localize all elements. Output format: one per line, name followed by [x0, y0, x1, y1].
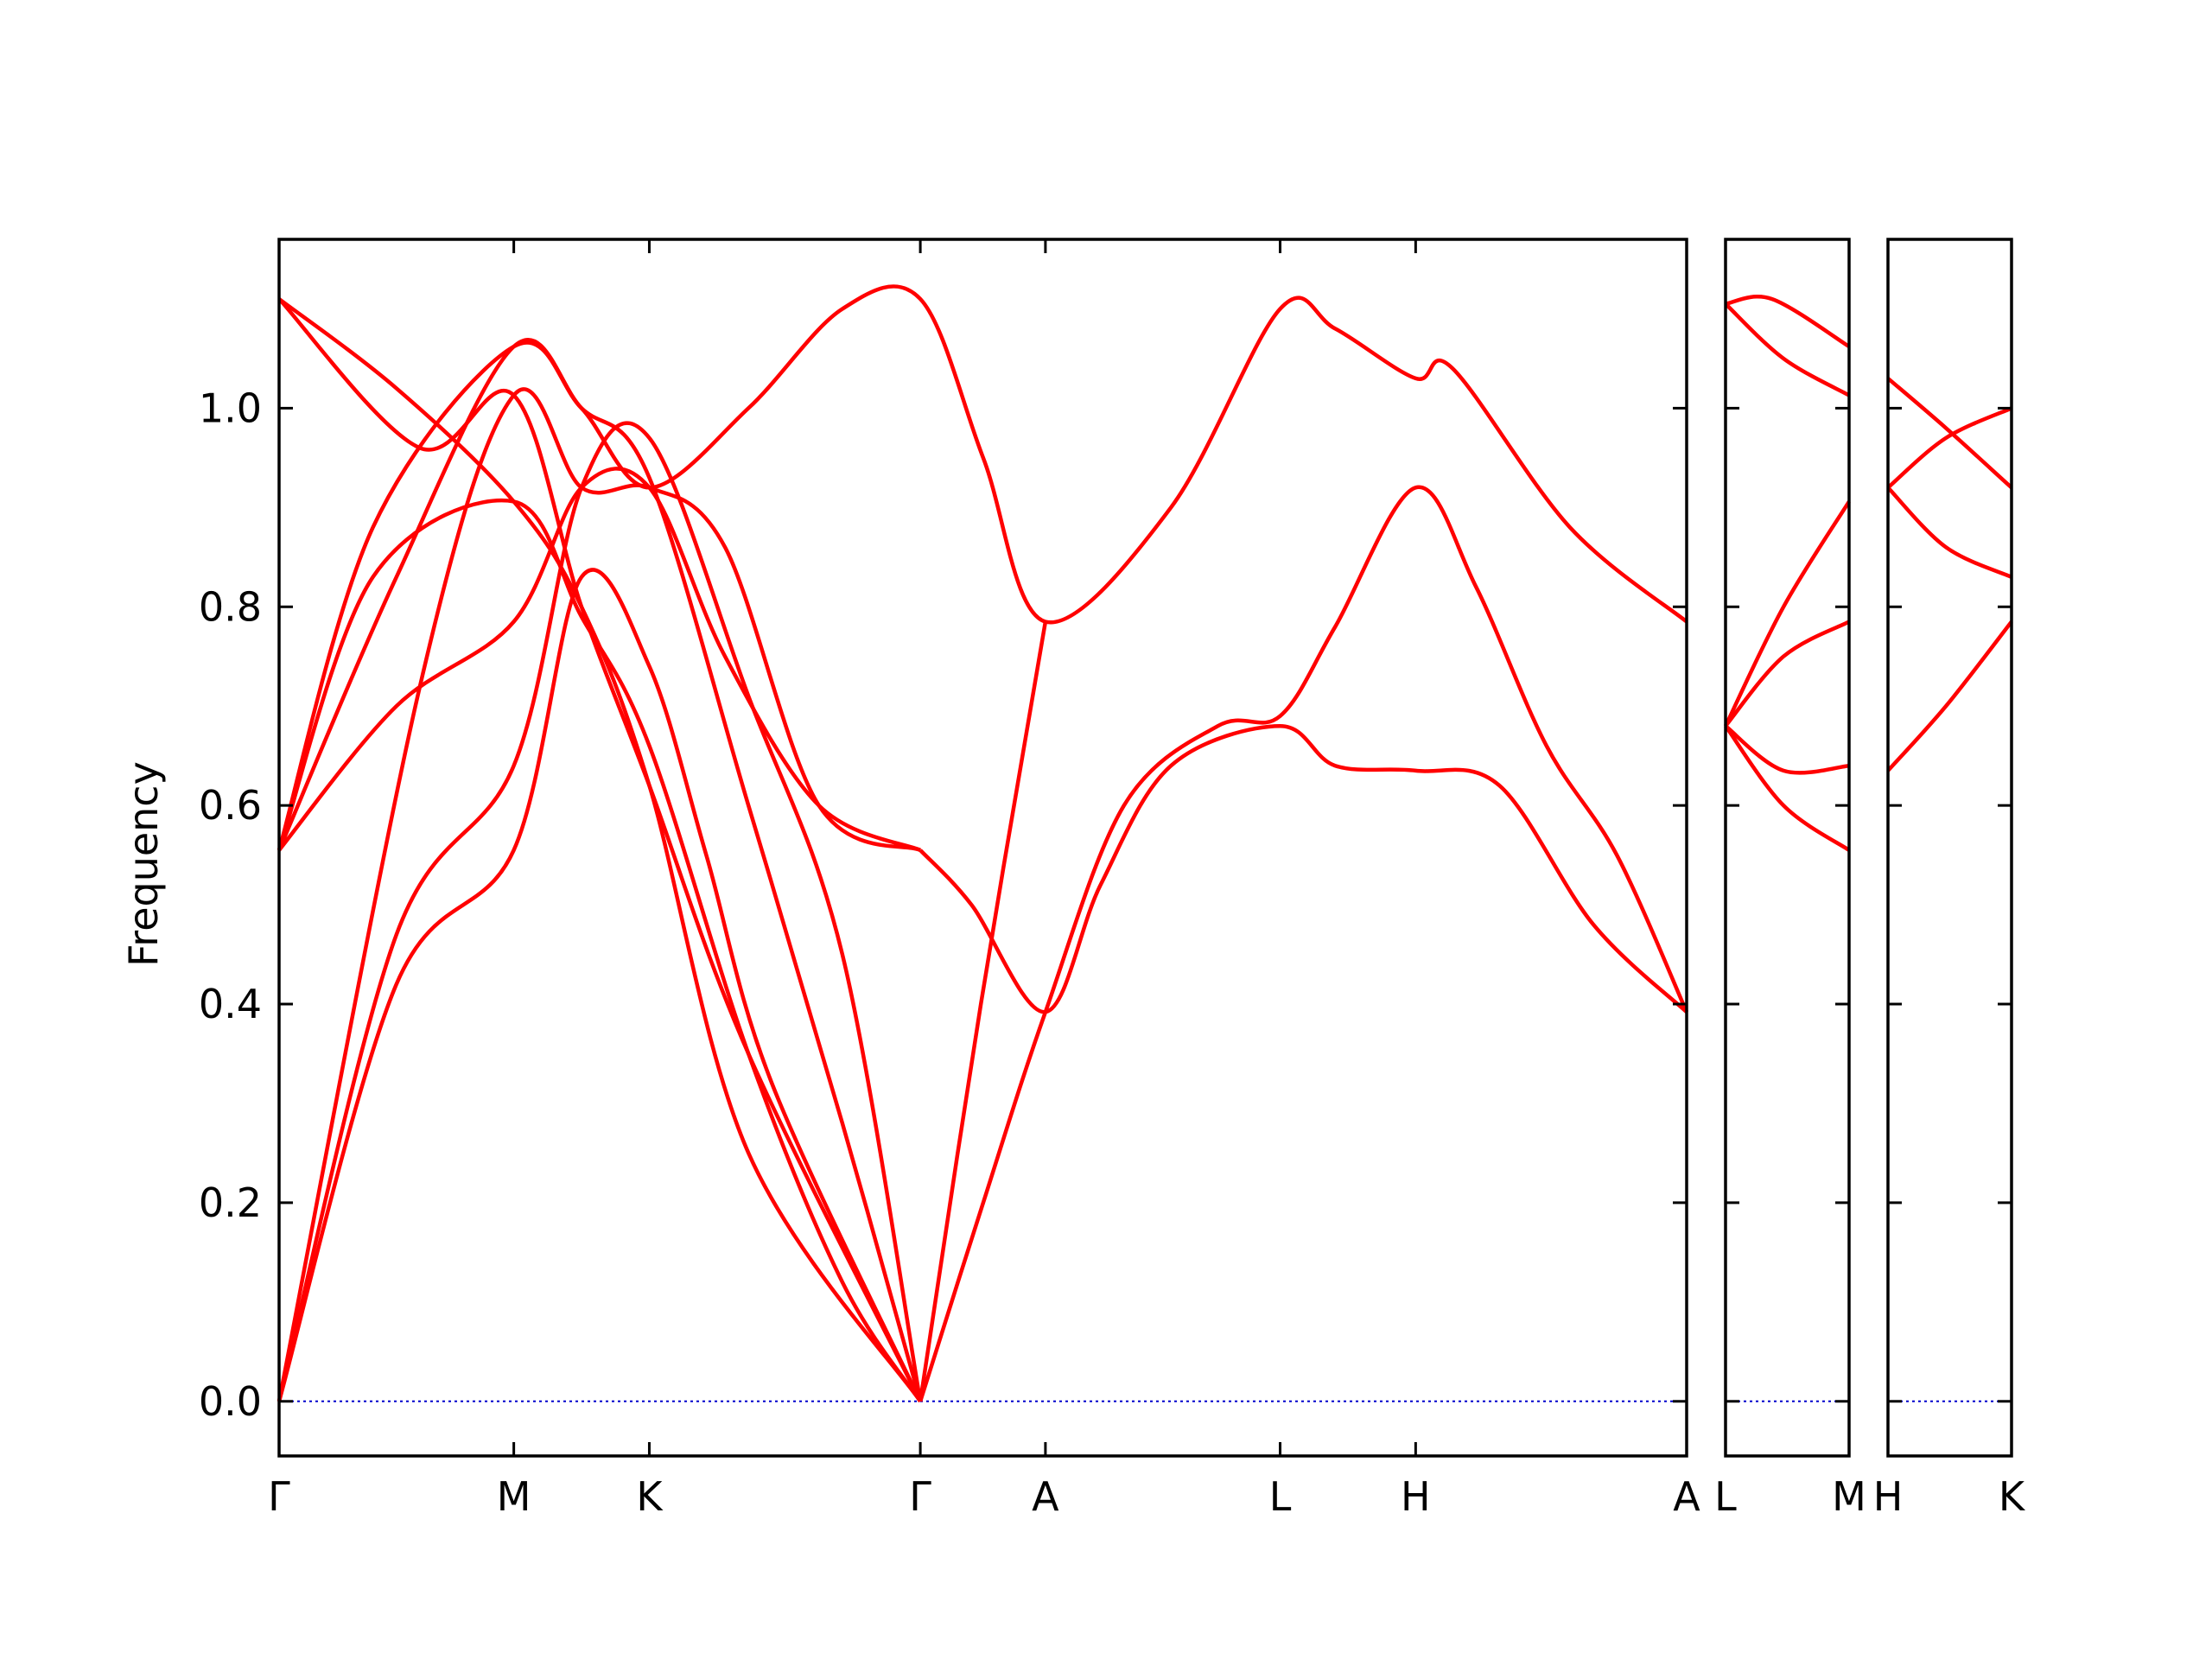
band-line-3-1: [1886, 377, 2013, 489]
panel-frames: [277, 238, 2013, 1458]
panel-frame: [1886, 238, 2013, 1458]
band-curves: [276, 284, 2013, 1403]
band-line-1-9: [276, 284, 1688, 851]
axis-ticks: [279, 239, 2012, 1456]
band-line-1-10: [918, 723, 1688, 1014]
y-tick-label: 0.0: [199, 1378, 262, 1425]
x-tick-label: Γ: [909, 1473, 931, 1520]
x-tick-label: L: [1269, 1473, 1292, 1520]
y-tick-label: 0.2: [199, 1179, 262, 1226]
tick-labels: 0.00.20.40.60.81.0Γ M K Γ A L H A L M H K: [199, 385, 2026, 1520]
x-tick-label: K: [636, 1473, 664, 1520]
band-line-2-1: [1725, 295, 1851, 349]
x-tick-label: A: [1673, 1473, 1700, 1520]
x-tick-label: A: [1032, 1473, 1059, 1520]
band-line-2-2: [1724, 302, 1851, 397]
y-axis-label: Frequency: [120, 761, 167, 967]
band-line-2-3: [1723, 500, 1851, 728]
band-line-2-4: [1724, 620, 1851, 728]
band-line-1-1: [276, 568, 923, 1402]
band-line-1-7: [277, 297, 922, 1403]
x-tick-label: K: [1999, 1473, 2026, 1520]
x-tick-label: M: [497, 1473, 531, 1520]
y-tick-label: 0.8: [199, 583, 262, 630]
x-tick-label: L: [1714, 1473, 1737, 1520]
band-line-3-2: [1886, 406, 2012, 490]
band-line-1-6: [276, 340, 923, 1402]
band-line-2-5: [1724, 724, 1850, 775]
y-tick-label: 0.6: [199, 782, 262, 829]
band-line-1-4: [277, 467, 922, 852]
band-line-3-3: [1886, 486, 2012, 579]
band-line-1-5: [276, 499, 922, 1403]
band-line-3-4: [1886, 620, 2013, 772]
y-tick-label: 0.4: [199, 981, 262, 1027]
panel-frame: [277, 238, 1688, 1458]
x-tick-label: Γ: [268, 1473, 290, 1520]
band-line-1-2: [276, 421, 923, 1402]
band-line-1-11: [918, 485, 1689, 1402]
band-line-1-12: [918, 621, 1048, 1402]
panel-frame: [1724, 238, 1851, 1458]
band-line-1-3: [276, 387, 922, 1402]
band-line-1-8: [277, 297, 923, 1402]
x-tick-label: H: [1873, 1473, 1904, 1520]
band-line-2-6: [1724, 724, 1851, 852]
x-tick-label: M: [1832, 1473, 1866, 1520]
x-tick-label: H: [1401, 1473, 1431, 1520]
y-tick-label: 1.0: [199, 385, 262, 431]
